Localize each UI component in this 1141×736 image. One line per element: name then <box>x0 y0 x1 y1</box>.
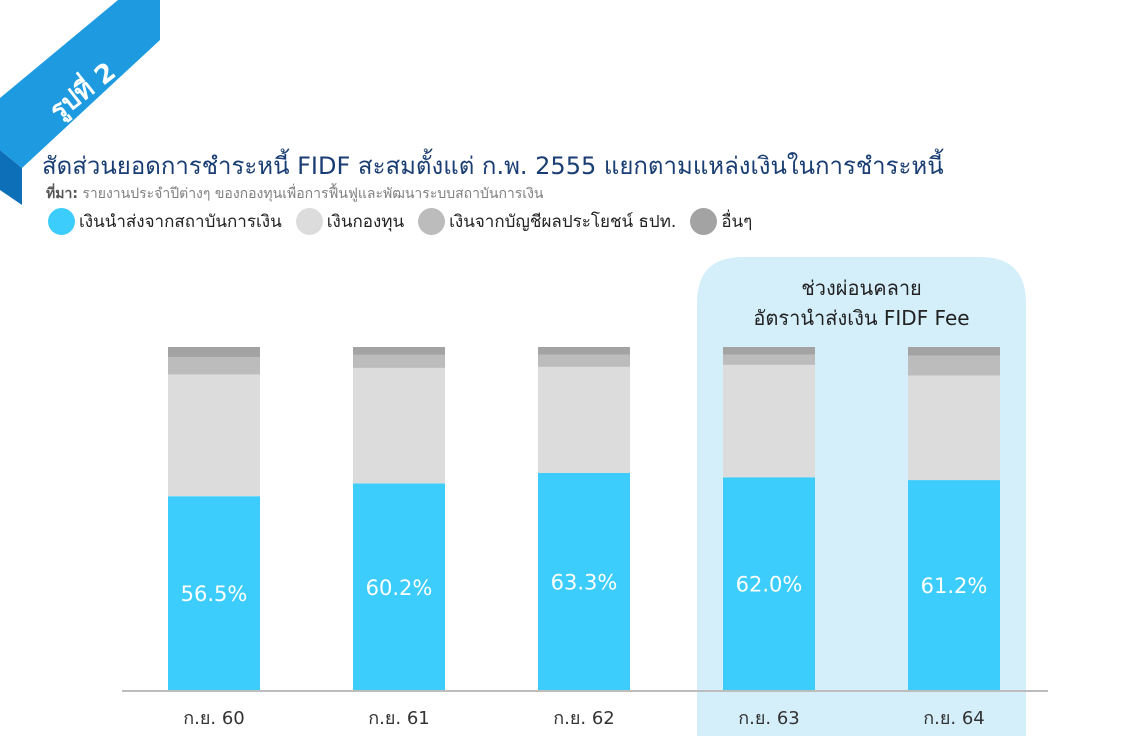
bar-segment-0 <box>538 472 630 690</box>
x-tick-label: ก.ย. 61 <box>368 708 430 729</box>
highlight-label: อัตรานำส่งเงิน FIDF Fee <box>753 306 969 330</box>
legend-swatch <box>690 208 718 235</box>
bar-segment-0 <box>908 480 1000 690</box>
data-label: 56.5% <box>181 582 248 606</box>
bar-segment-2 <box>353 354 445 368</box>
bar-segment-3 <box>538 347 630 355</box>
legend-item: เงินจากบัญชีผลประโยชน์ ธปท. <box>418 208 676 235</box>
legend: เงินนำส่งจากสถาบันการเงิน เงินกองทุน เงินจ… <box>48 208 766 235</box>
bar-segment-3 <box>168 347 260 358</box>
data-label: 61.2% <box>921 574 988 598</box>
highlight-label: ช่วงผ่อนคลาย <box>801 276 922 300</box>
data-label: 60.2% <box>366 576 433 600</box>
bar-segment-2 <box>538 354 630 367</box>
legend-label: เงินนำส่งจากสถาบันการเงิน <box>79 212 282 232</box>
legend-label: เงินจากบัญชีผลประโยชน์ ธปท. <box>449 212 677 232</box>
legend-label: อื่นๆ <box>721 212 753 232</box>
data-label: 62.0% <box>736 573 803 597</box>
legend-item: เงินกองทุน <box>295 208 405 235</box>
figure-badge-ribbon: รูปที่ 2 <box>0 0 160 205</box>
bar-segment-0 <box>723 477 815 690</box>
bar-segment-2 <box>723 354 815 365</box>
legend-item: เงินนำส่งจากสถาบันการเงิน <box>48 208 282 235</box>
x-tick-label: ก.ย. 63 <box>738 708 800 729</box>
bar-segment-1 <box>908 375 1000 481</box>
legend-swatch <box>48 208 75 235</box>
chart-title: สัดส่วนยอดการชำระหนี้ FIDF สะสมตั้งแต่ ก… <box>42 152 944 180</box>
data-label: 63.3% <box>551 570 618 594</box>
bar-segment-1 <box>538 366 630 473</box>
legend-swatch <box>418 208 446 235</box>
legend-label: เงินกองทุน <box>326 212 405 232</box>
bar-segment-3 <box>723 347 815 355</box>
legend-item: อื่นๆ <box>690 208 752 235</box>
source-note: ที่มา: รายงานประจำปีต่างๆ ของกองทุนเพื่อ… <box>46 183 544 205</box>
ribbon-fold <box>0 150 22 205</box>
bar-segment-1 <box>723 364 815 478</box>
bar-segment-0 <box>168 496 260 690</box>
bar-segment-1 <box>353 367 445 484</box>
ribbon-band <box>0 0 160 168</box>
bar-segment-3 <box>353 347 445 355</box>
legend-swatch <box>295 208 323 235</box>
x-tick-label: ก.ย. 62 <box>553 708 615 729</box>
source-prefix: ที่มา: <box>46 186 78 202</box>
x-tick-label: ก.ย. 60 <box>183 708 245 729</box>
bar-segment-2 <box>168 357 260 375</box>
bar-segment-2 <box>908 355 1000 376</box>
bar-segment-3 <box>908 347 1000 356</box>
bar-segment-1 <box>168 374 260 497</box>
source-text: รายงานประจำปีต่างๆ ของกองทุนเพื่อการฟื้น… <box>77 186 544 202</box>
x-tick-label: ก.ย. 64 <box>923 708 985 729</box>
bar-segment-0 <box>353 483 445 690</box>
